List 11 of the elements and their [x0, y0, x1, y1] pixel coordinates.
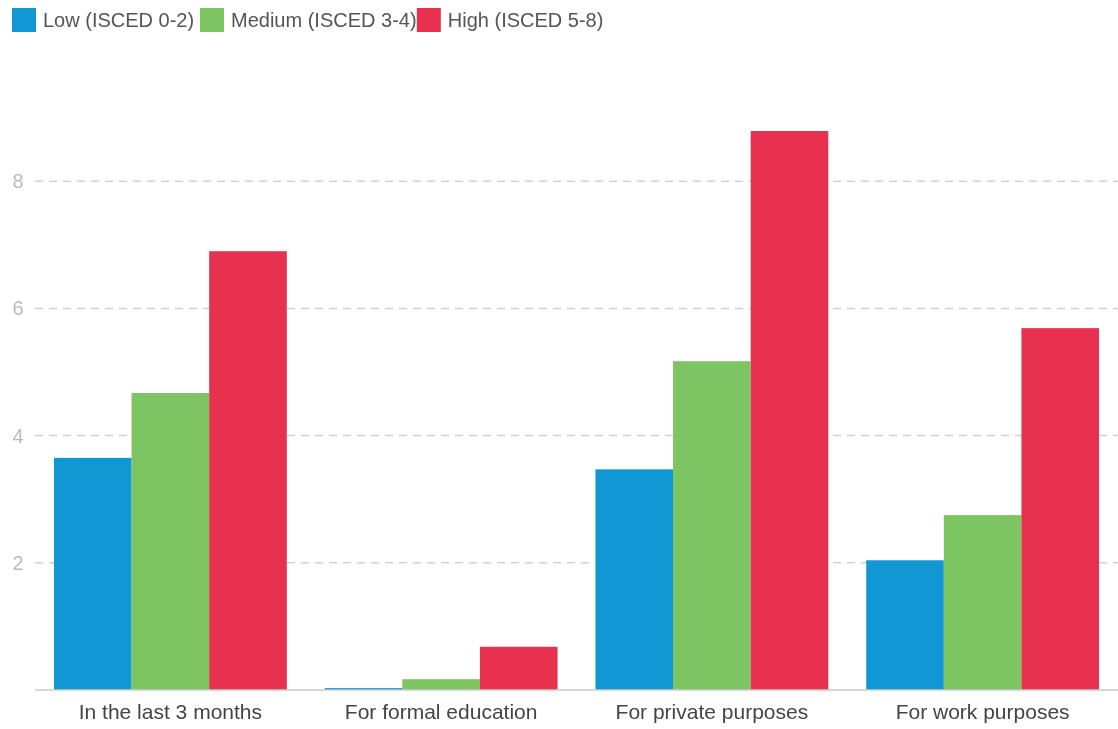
legend-label: High (ISCED 5-8)	[447, 9, 604, 31]
x-tick-label: For private purposes	[615, 700, 809, 723]
x-tick-label: For formal education	[344, 700, 538, 723]
y-tick-label: 8	[12, 170, 24, 193]
y-tick-label: 6	[12, 297, 24, 320]
x-tick-label: For work purposes	[895, 700, 1070, 723]
legend-label: Low (ISCED 0-2)	[43, 9, 195, 31]
legend-label: Medium (ISCED 3-4)	[231, 9, 417, 31]
y-tick-label: 2	[12, 551, 24, 574]
y-tick-label: 4	[12, 424, 24, 447]
x-tick-label: In the last 3 months	[78, 700, 263, 723]
